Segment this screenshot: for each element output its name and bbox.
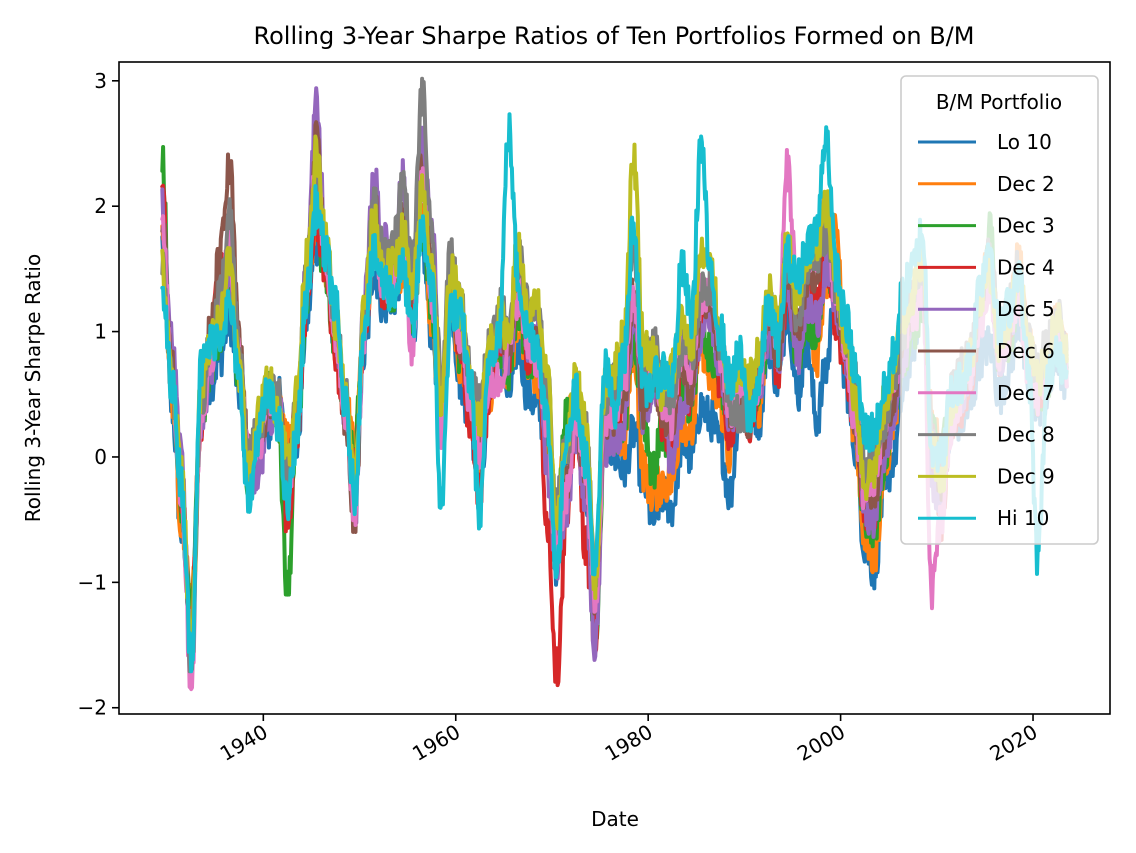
y-tick-label: −2 <box>78 696 107 720</box>
legend-label: Dec 5 <box>997 297 1055 321</box>
y-tick-label: 0 <box>94 445 107 469</box>
y-tick-label: −1 <box>78 570 107 594</box>
legend-label: Dec 7 <box>997 381 1055 405</box>
y-tick-label: 1 <box>94 320 107 344</box>
y-tick-label: 2 <box>94 194 107 218</box>
y-axis-label: Rolling 3-Year Sharpe Ratio <box>21 254 45 522</box>
legend-label: Lo 10 <box>997 130 1052 154</box>
legend-label: Hi 10 <box>997 506 1049 530</box>
y-tick-label: 3 <box>94 69 107 93</box>
legend-title: B/M Portfolio <box>936 90 1062 114</box>
plot-frame <box>118 61 1111 715</box>
legend-label: Dec 9 <box>997 464 1055 488</box>
legend-label: Dec 6 <box>997 339 1055 363</box>
legend-box <box>900 75 1099 545</box>
x-axis-label: Date <box>591 807 639 831</box>
legend-items: Lo 10 Dec 2 Dec 3 Dec 4 Dec 5 Dec 6 Dec 7 Dec 8… <box>918 130 1055 530</box>
legend-label: Dec 3 <box>997 214 1055 238</box>
legend-label: Dec 4 <box>997 255 1055 279</box>
chart-title: Rolling 3-Year Sharpe Ratios of Ten Port… <box>254 22 975 50</box>
y-axis: −2 −1 0 1 2 3 <box>78 69 119 720</box>
legend-label: Dec 2 <box>997 172 1055 196</box>
legend-label: Dec 8 <box>997 423 1055 447</box>
legend: B/M Portfolio Lo 10 Dec 2 Dec 3 Dec 4 Dec 5 D… <box>900 75 1099 545</box>
